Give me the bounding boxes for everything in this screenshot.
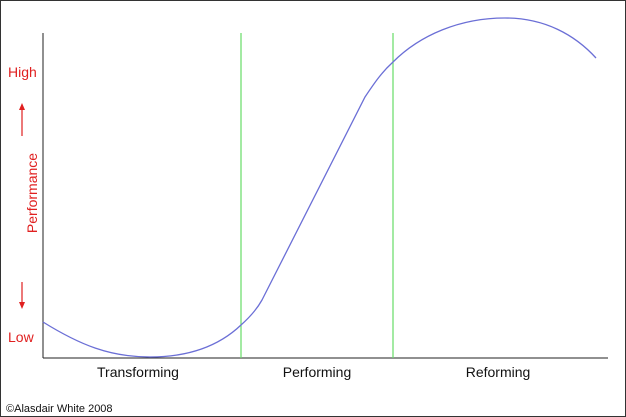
y-axis-label: Performance: [24, 153, 40, 233]
arrow-head: [19, 103, 25, 110]
phase-label: Reforming: [466, 364, 531, 380]
high-label: High: [8, 64, 37, 80]
performance-curve: [42, 17, 597, 358]
phase-label: Performing: [283, 364, 351, 380]
phase-label: Transforming: [97, 364, 179, 380]
arrow-head: [19, 302, 25, 309]
copyright: ©Alasdair White 2008: [6, 403, 113, 415]
low-label: Low: [8, 329, 35, 345]
